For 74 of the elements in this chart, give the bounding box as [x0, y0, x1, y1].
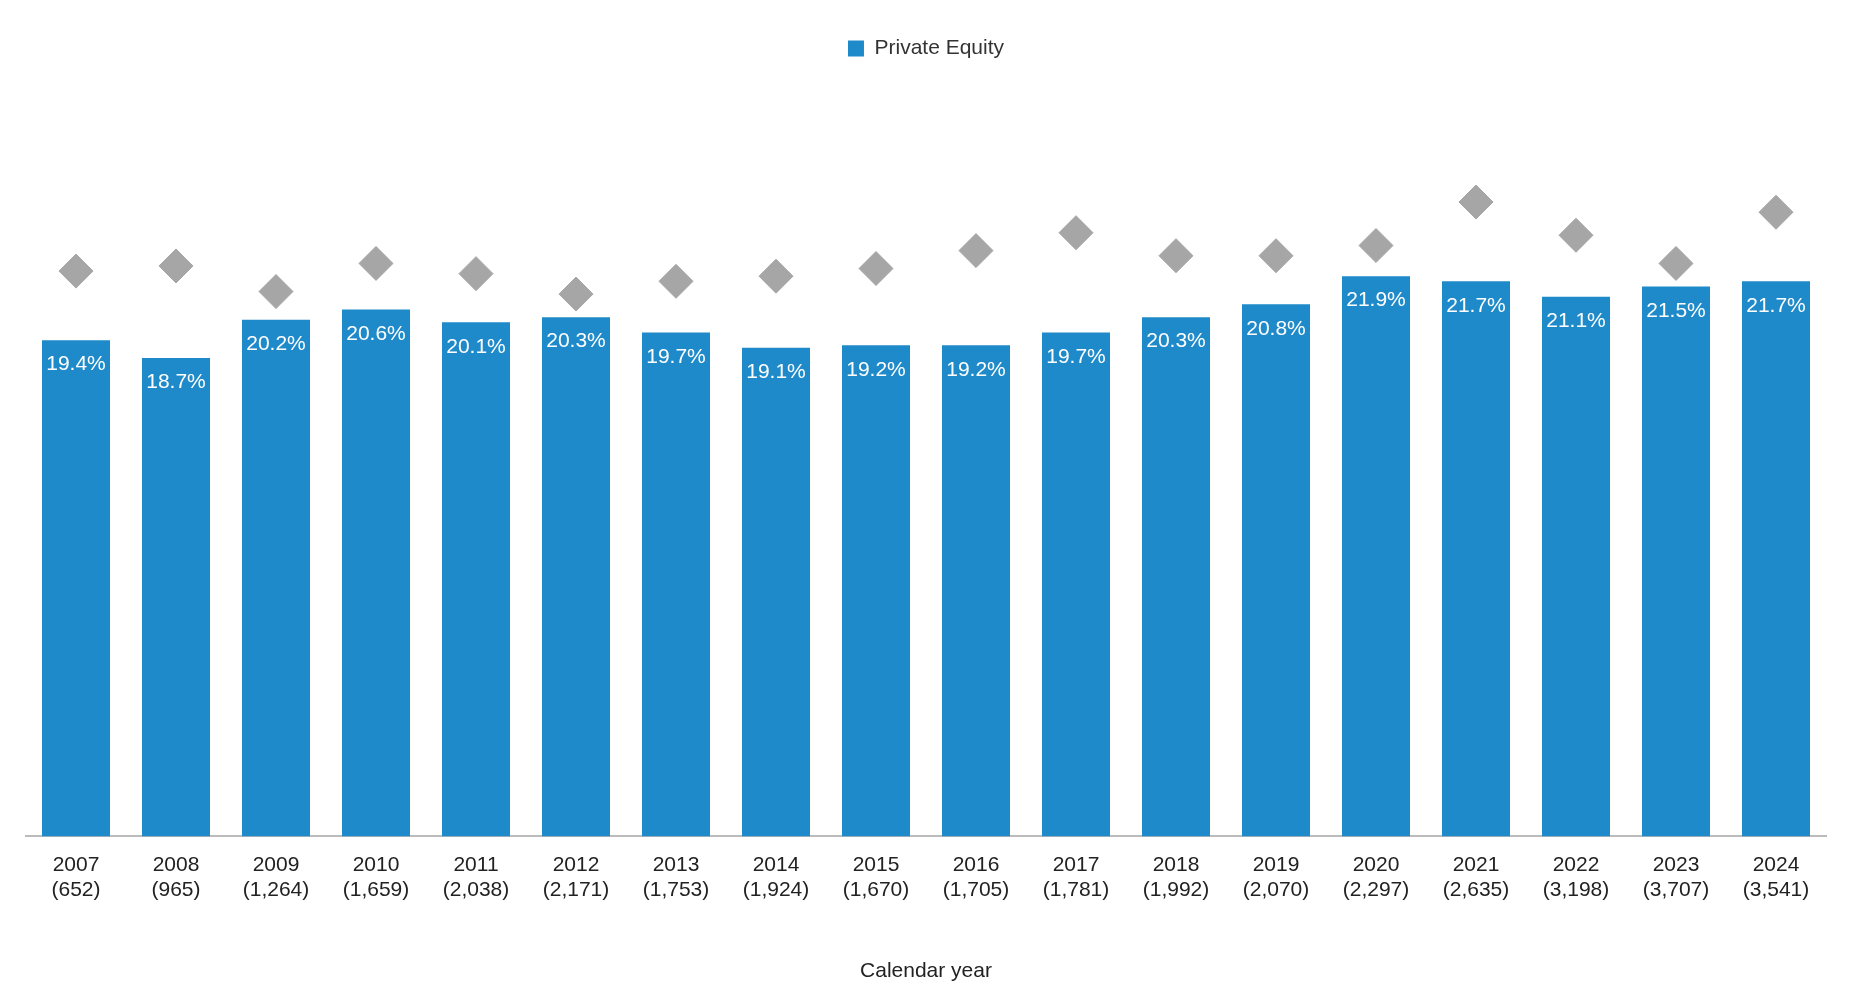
point	[658, 263, 694, 299]
bar	[1242, 304, 1310, 837]
bar	[1742, 281, 1810, 837]
x-tick-label: 2021 (2,635)	[1442, 851, 1510, 900]
x-tick-label: 2012 (2,171)	[542, 851, 610, 900]
point	[1658, 245, 1694, 281]
data-label: 19.1%	[746, 359, 806, 383]
x-tick-label: 2016 (1,705)	[942, 851, 1010, 900]
bar	[242, 319, 310, 837]
point	[358, 245, 394, 281]
data-label: 19.7%	[1046, 343, 1106, 367]
x-axis-title: Calendar year	[860, 958, 992, 982]
bar	[1642, 286, 1710, 837]
x-tick-label: 2020 (2,297)	[1342, 851, 1410, 900]
data-label: 20.8%	[1246, 315, 1306, 339]
data-label: 20.3%	[1146, 328, 1206, 352]
data-label: 19.2%	[846, 356, 906, 380]
point	[1058, 215, 1094, 251]
x-tick-label: 2018 (1,992)	[1142, 851, 1210, 900]
bar	[1042, 332, 1110, 837]
data-label: 21.5%	[1646, 297, 1706, 321]
bar	[1142, 317, 1210, 837]
data-label: 18.7%	[146, 369, 206, 393]
point	[858, 251, 894, 287]
point	[1758, 194, 1794, 230]
data-label: 20.2%	[246, 330, 306, 354]
x-tick-label: 2011 (2,038)	[442, 851, 510, 900]
bar	[1542, 296, 1610, 837]
x-tick-label: 2024 (3,541)	[1742, 851, 1810, 900]
bar	[1342, 276, 1410, 837]
data-label: 21.7%	[1446, 292, 1506, 316]
data-label: 21.7%	[1746, 292, 1806, 316]
bar	[442, 322, 510, 837]
point	[258, 274, 294, 310]
point	[158, 248, 194, 284]
bar	[342, 309, 410, 837]
x-tick-label: 2007 (652)	[51, 851, 101, 900]
point	[1258, 238, 1294, 274]
bar	[842, 345, 910, 837]
point	[1458, 184, 1494, 220]
x-tick-label: 2009 (1,264)	[242, 851, 310, 900]
x-tick-label: 2023 (3,707)	[1642, 851, 1710, 900]
x-tick-label: 2015 (1,670)	[842, 851, 910, 900]
point	[1358, 228, 1394, 263]
x-tick-label: 2008 (965)	[151, 851, 201, 900]
data-label: 19.4%	[46, 351, 106, 375]
bar	[742, 347, 810, 837]
x-tick-label: 2019 (2,070)	[1242, 851, 1310, 900]
data-label: 20.1%	[446, 333, 506, 357]
point	[58, 253, 94, 289]
bar	[142, 358, 210, 837]
bar	[42, 340, 110, 837]
data-label: 21.1%	[1546, 307, 1606, 331]
data-label: 19.2%	[946, 356, 1006, 380]
point	[1558, 217, 1594, 253]
point	[1158, 238, 1194, 274]
x-tick-label: 2014 (1,924)	[742, 851, 810, 900]
x-tick-label: 2017 (1,781)	[1042, 851, 1110, 900]
x-tick-label: 2013 (1,753)	[642, 851, 710, 900]
point	[958, 233, 994, 269]
point	[758, 258, 794, 294]
bar	[542, 317, 610, 837]
bar	[942, 345, 1010, 837]
bar	[642, 332, 710, 837]
x-tick-label: 2010 (1,659)	[342, 851, 410, 900]
x-tick-label: 2022 (3,198)	[1542, 851, 1610, 900]
point	[458, 256, 494, 292]
point	[558, 276, 594, 312]
data-label: 21.9%	[1346, 287, 1406, 311]
data-label: 20.6%	[346, 320, 406, 344]
bar	[1442, 281, 1510, 837]
legend-label: Private Equity	[874, 35, 1005, 59]
data-label: 19.7%	[646, 343, 706, 367]
data-label: 20.3%	[546, 328, 606, 352]
